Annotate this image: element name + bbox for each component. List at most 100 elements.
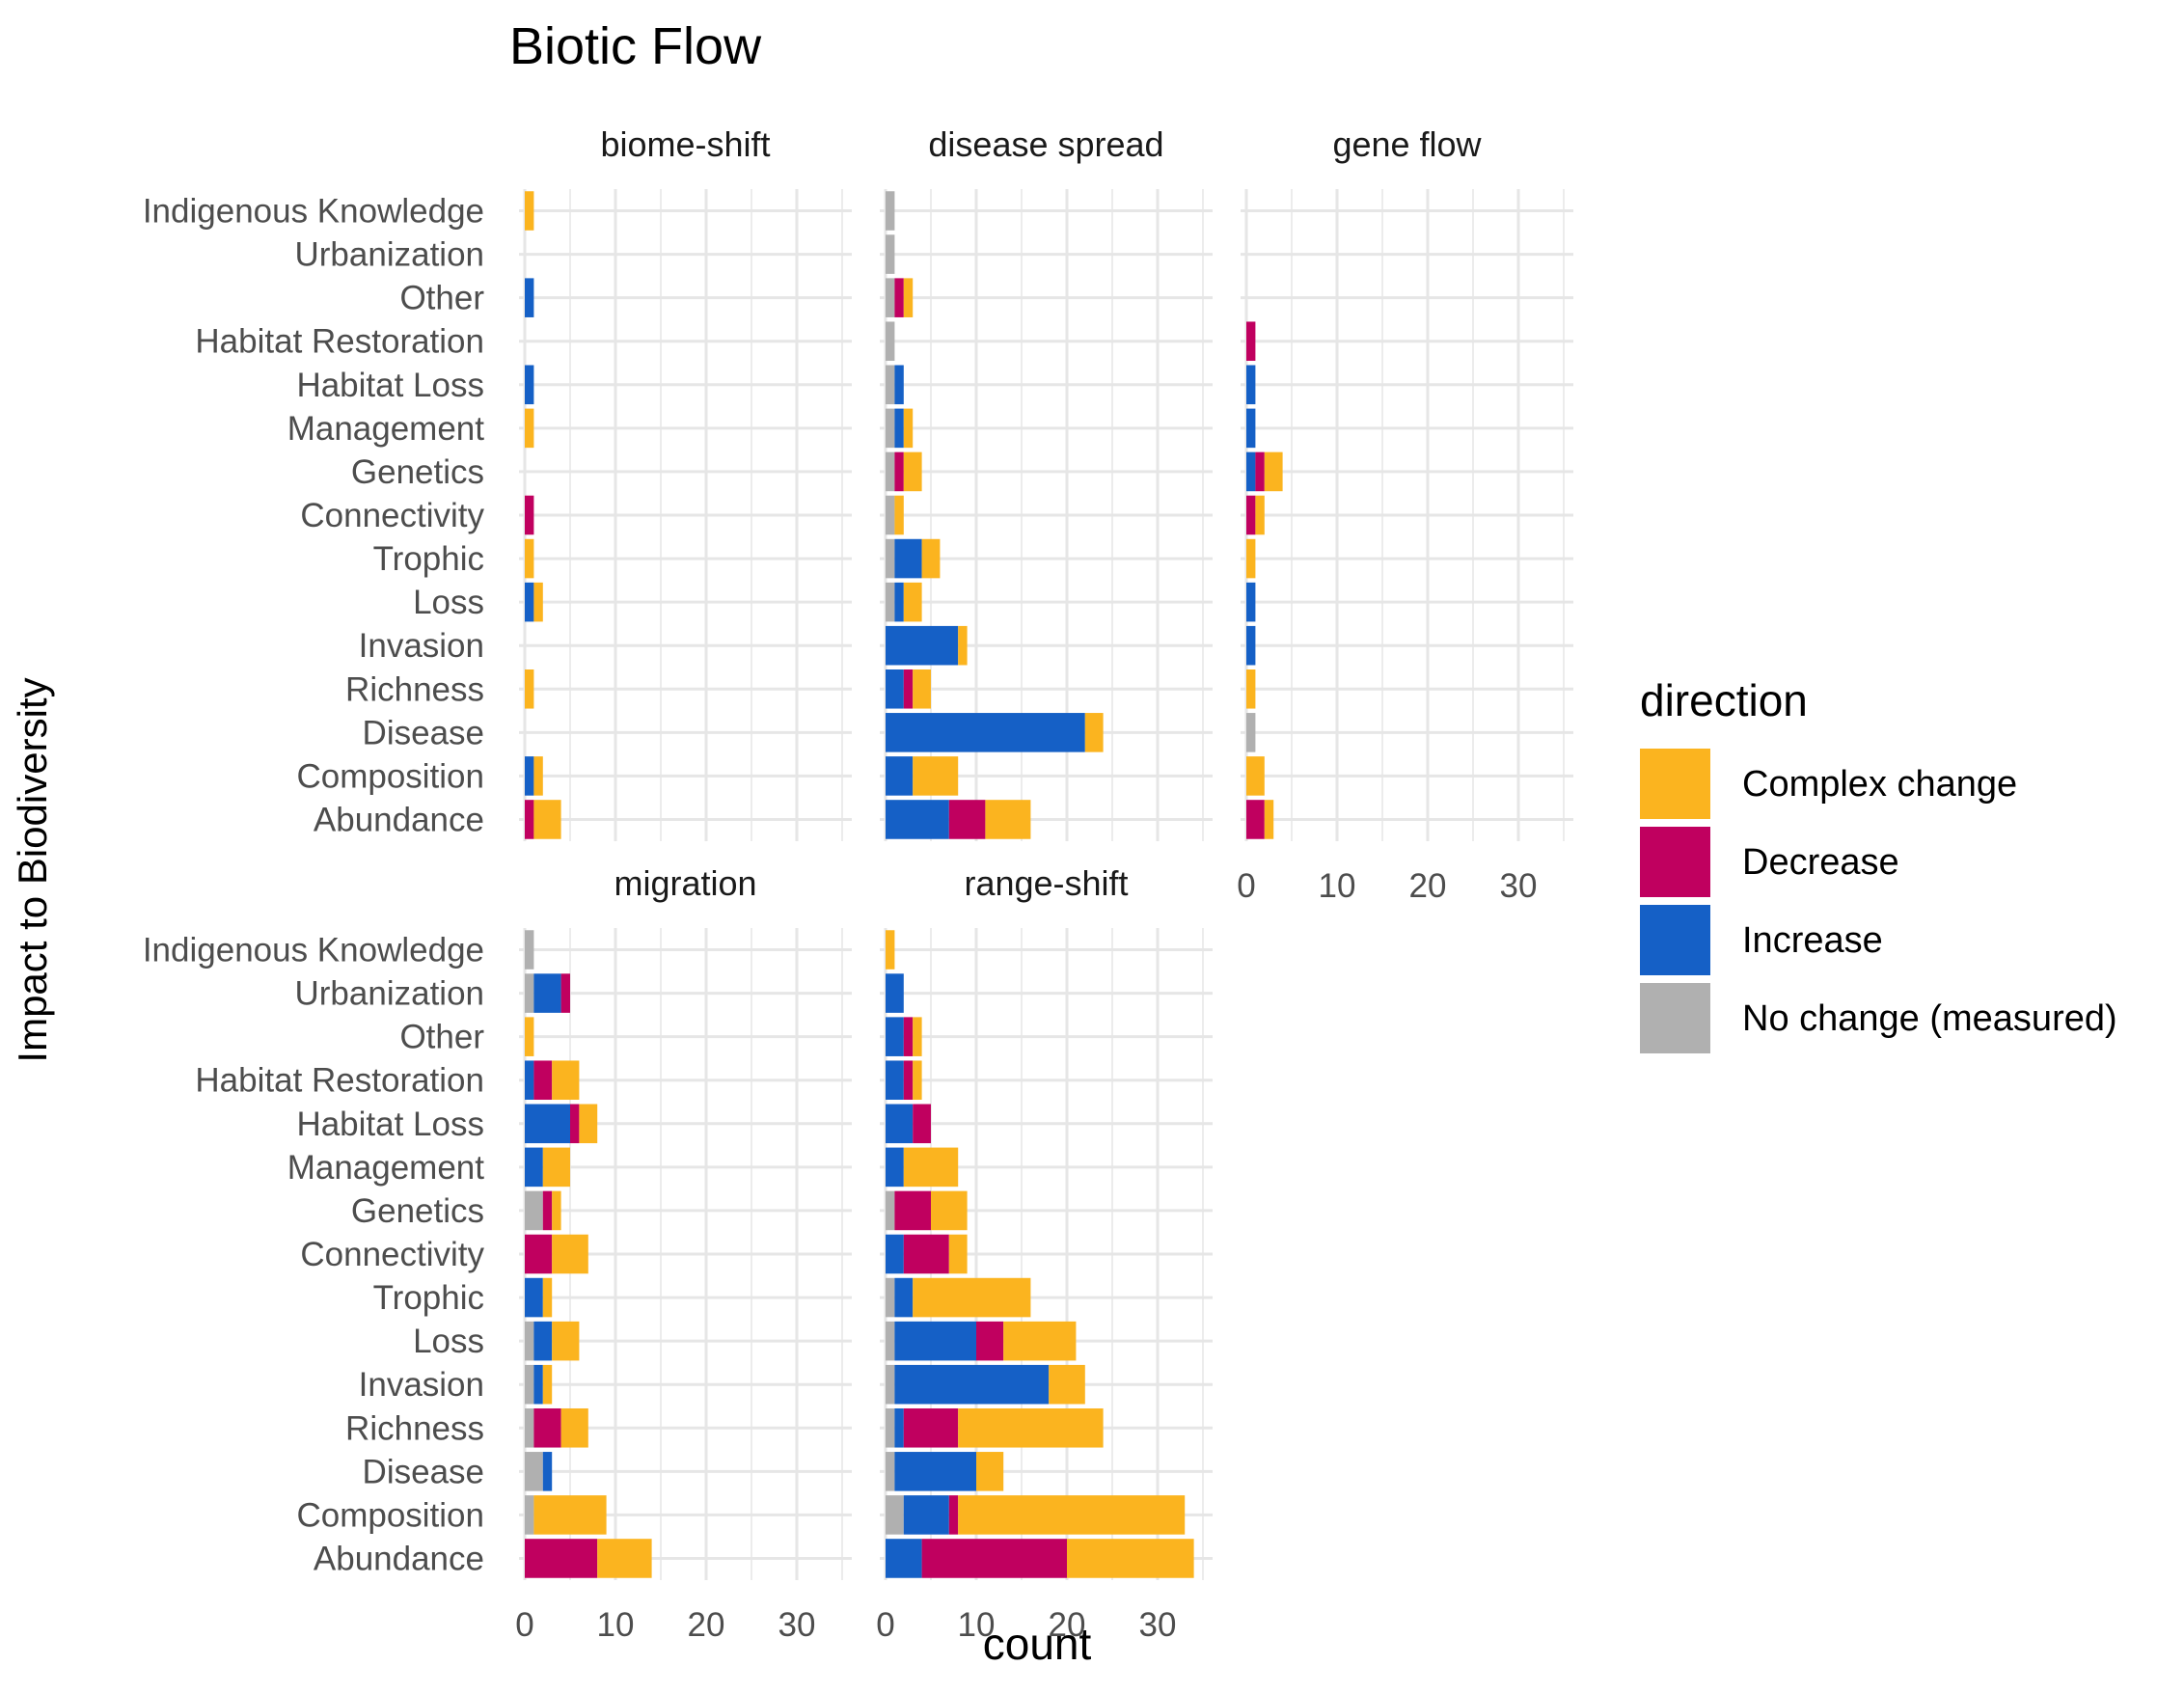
bar-increase-trophic bbox=[894, 1277, 914, 1318]
bar-increase-habitat-restoration bbox=[525, 1060, 534, 1101]
bar-complex-change-habitat-restoration bbox=[913, 1060, 922, 1101]
bar-complex-change-genetics bbox=[1264, 451, 1283, 492]
panel-range-shift: range-shift 0 10 20 30 bbox=[876, 863, 1213, 1644]
bar-decrease-richness bbox=[903, 669, 914, 709]
y-tick-label: Indigenous Knowledge bbox=[143, 932, 484, 969]
bar-increase-habitat-loss bbox=[886, 1104, 914, 1144]
legend-swatch-no-change-measured bbox=[1640, 983, 1710, 1053]
bar-increase-loss bbox=[533, 1321, 553, 1361]
legend-swatch-decrease bbox=[1640, 827, 1710, 897]
bar-complex-change-loss bbox=[903, 582, 922, 622]
bar-decrease-abundance bbox=[1246, 800, 1265, 839]
bar-complex-change-disease bbox=[1084, 713, 1104, 752]
bar-increase-management bbox=[1246, 408, 1256, 449]
y-tick-label: Connectivity bbox=[300, 1236, 484, 1273]
bar-no-change-measured-genetics bbox=[525, 1190, 543, 1231]
y-tick-label: Disease bbox=[363, 1453, 484, 1490]
bar-increase-richness bbox=[886, 669, 904, 709]
y-tick-label: Invasion bbox=[359, 627, 484, 665]
legend-label: Increase bbox=[1742, 920, 1883, 961]
x-tick-label: 10 bbox=[1319, 867, 1356, 905]
y-tick-label: Other bbox=[399, 280, 484, 317]
bar-decrease-abundance bbox=[525, 800, 534, 839]
bar-complex-change-trophic bbox=[525, 538, 534, 579]
x-tick-label: 10 bbox=[958, 1606, 996, 1644]
y-tick-label: Loss bbox=[413, 584, 484, 621]
bar-increase-richness bbox=[894, 1407, 904, 1448]
y-tick-label: Trophic bbox=[373, 540, 484, 578]
y-tick-label: Invasion bbox=[359, 1366, 484, 1404]
bar-complex-change-connectivity bbox=[894, 495, 904, 535]
bar-increase-urbanization bbox=[886, 973, 904, 1013]
bar-increase-loss bbox=[894, 1321, 976, 1361]
panel-disease-spread: disease spread bbox=[880, 124, 1213, 841]
bar-complex-change-indigenous-knowledge bbox=[525, 191, 534, 231]
bar-decrease-genetics bbox=[1255, 451, 1265, 492]
y-tick-label: Abundance bbox=[314, 1540, 484, 1577]
bar-complex-change-abundance bbox=[1067, 1539, 1194, 1578]
bar-decrease-connectivity bbox=[903, 1234, 949, 1274]
bar-complex-change-invasion bbox=[542, 1364, 553, 1405]
bar-complex-change-trophic bbox=[542, 1277, 553, 1318]
x-axis-label: count bbox=[983, 1619, 1092, 1669]
bar-no-change-measured-disease bbox=[525, 1452, 543, 1491]
bar-no-change-measured-indigenous-knowledge bbox=[886, 191, 895, 231]
x-tick-label: 0 bbox=[515, 1606, 533, 1644]
y-tick-label: Habitat Restoration bbox=[195, 1062, 484, 1100]
legend-label: Complex change bbox=[1742, 764, 2017, 805]
bar-complex-change-disease bbox=[976, 1452, 1004, 1491]
x-tick-label: 20 bbox=[1409, 867, 1447, 905]
bar-no-change-measured-habitat-loss bbox=[886, 365, 895, 405]
legend-swatch-complex-change bbox=[1640, 749, 1710, 819]
bar-no-change-measured-trophic bbox=[886, 538, 895, 579]
bar-no-change-measured-other bbox=[886, 278, 895, 317]
bar-increase-trophic bbox=[525, 1277, 543, 1318]
bar-increase-habitat-loss bbox=[525, 1104, 570, 1144]
bar-complex-change-composition bbox=[958, 1495, 1186, 1535]
bar-no-change-measured-composition bbox=[886, 1495, 904, 1535]
bar-complex-change-richness bbox=[525, 669, 534, 709]
y-tick-label: Loss bbox=[413, 1323, 484, 1360]
bar-complex-change-composition bbox=[913, 756, 959, 796]
panel-title: biome-shift bbox=[600, 124, 770, 164]
bar-increase-disease bbox=[894, 1452, 976, 1491]
bar-increase-composition bbox=[525, 756, 534, 796]
bar-complex-change-richness bbox=[560, 1407, 588, 1448]
bar-complex-change-management bbox=[903, 408, 914, 449]
bar-increase-disease bbox=[542, 1452, 553, 1491]
bar-no-change-measured-invasion bbox=[525, 1364, 534, 1405]
bar-complex-change-composition bbox=[533, 756, 543, 796]
bar-decrease-habitat-restoration bbox=[533, 1060, 553, 1101]
bar-increase-composition bbox=[903, 1495, 949, 1535]
y-tick-label: Trophic bbox=[373, 1279, 484, 1317]
bar-increase-other bbox=[525, 278, 534, 317]
bar-increase-invasion bbox=[533, 1364, 543, 1405]
bar-decrease-abundance bbox=[921, 1539, 1067, 1578]
bar-complex-change-indigenous-knowledge bbox=[886, 930, 895, 969]
y-tick-label: Composition bbox=[296, 757, 484, 795]
bar-decrease-habitat-loss bbox=[570, 1104, 580, 1144]
bar-decrease-other bbox=[894, 278, 904, 317]
bar-increase-loss bbox=[1246, 582, 1256, 622]
y-tick-label: Genetics bbox=[351, 1192, 484, 1230]
bar-increase-management bbox=[886, 1147, 904, 1188]
bar-decrease-habitat-loss bbox=[913, 1104, 931, 1144]
x-tick-label: 20 bbox=[1049, 1606, 1086, 1644]
y-axis-label: Impact to Biodiversity bbox=[10, 677, 55, 1062]
y-tick-label: Abundance bbox=[314, 801, 484, 838]
y-tick-label: Management bbox=[287, 1149, 485, 1187]
bar-decrease-abundance bbox=[948, 800, 986, 839]
legend-label: No change (measured) bbox=[1742, 998, 2117, 1039]
bar-increase-loss bbox=[894, 582, 904, 622]
bar-increase-abundance bbox=[886, 800, 949, 839]
bar-decrease-composition bbox=[948, 1495, 959, 1535]
y-tick-label: Genetics bbox=[351, 453, 484, 491]
bar-decrease-other bbox=[903, 1017, 914, 1056]
bar-no-change-measured-richness bbox=[886, 1407, 895, 1448]
bar-no-change-measured-loss bbox=[886, 582, 895, 622]
bar-complex-change-richness bbox=[958, 1407, 1104, 1448]
bar-increase-connectivity bbox=[886, 1234, 904, 1274]
bar-complex-change-habitat-loss bbox=[579, 1104, 598, 1144]
bar-complex-change-other bbox=[913, 1017, 922, 1056]
